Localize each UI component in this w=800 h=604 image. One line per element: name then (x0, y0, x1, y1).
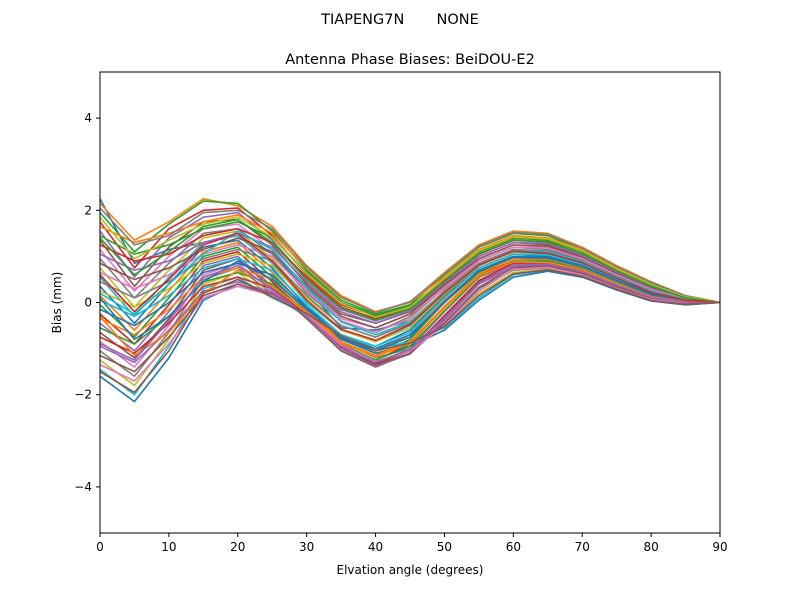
x-tick-label: 40 (368, 540, 383, 554)
series-line-37 (100, 266, 720, 382)
x-tick-label: 20 (230, 540, 245, 554)
series-line-38 (100, 207, 720, 314)
x-tick-label: 10 (161, 540, 176, 554)
y-tick-label: 0 (84, 296, 92, 310)
chart-title: Antenna Phase Biases: BeiDOU-E2 (285, 52, 535, 68)
series-line-25 (100, 232, 720, 325)
y-tick-label: −4 (74, 480, 92, 494)
y-axis-label: Bias (mm) (50, 272, 64, 334)
x-tick-label: 0 (96, 540, 104, 554)
y-tick-label: 2 (84, 203, 92, 217)
series-line-44 (100, 232, 720, 342)
y-axis: −4 −2 0 2 4 (74, 111, 100, 494)
x-tick-label: 50 (437, 540, 452, 554)
x-tick-label: 70 (575, 540, 590, 554)
series-line-39 (100, 216, 720, 319)
series-line-28 (100, 248, 720, 338)
x-axis: 0 10 20 30 40 50 60 70 80 90 (96, 533, 728, 554)
series-line-41 (100, 256, 720, 350)
series-line-40 (100, 230, 720, 336)
series-lines (100, 197, 720, 403)
series-line-46 (100, 268, 720, 394)
series-line-45 (100, 263, 720, 364)
plot-area (100, 197, 720, 403)
series-line-30 (100, 253, 720, 348)
y-tick-label: 4 (84, 111, 92, 125)
x-tick-label: 80 (643, 540, 658, 554)
x-tick-label: 30 (299, 540, 314, 554)
x-tick-label: 60 (506, 540, 521, 554)
series-line-43 (100, 218, 720, 321)
series-line-36 (100, 265, 720, 373)
figure-suptitle: TIAPENG7N NONE (320, 12, 479, 28)
y-tick-label: −2 (74, 388, 92, 402)
x-tick-label: 90 (712, 540, 727, 554)
series-line-26 (100, 237, 720, 329)
series-line-22 (100, 214, 720, 313)
x-axis-label: Elvation angle (degrees) (337, 563, 484, 577)
